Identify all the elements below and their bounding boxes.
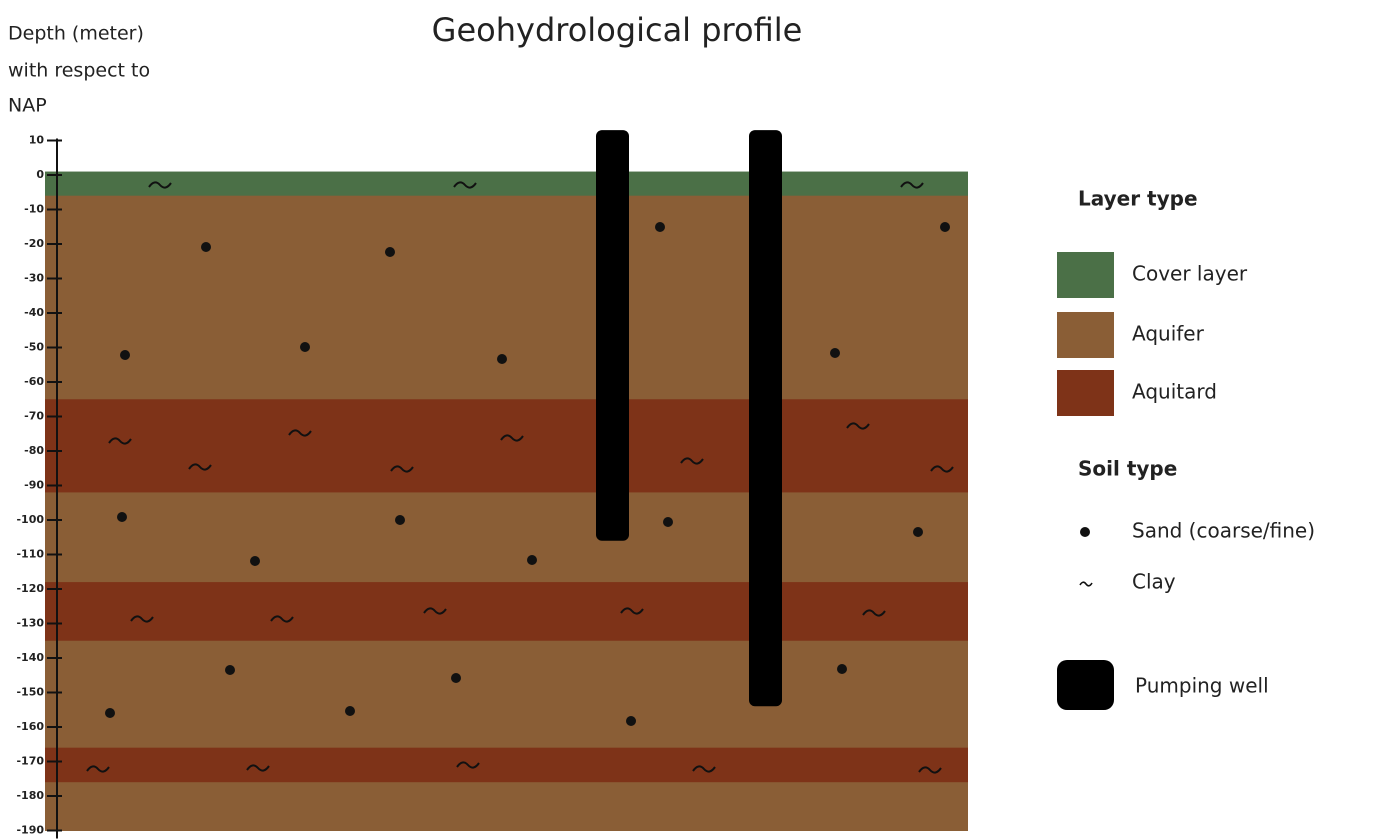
layer	[45, 399, 968, 493]
tick-label: -110	[16, 548, 44, 561]
clay-symbol	[130, 615, 154, 623]
clay-symbol	[86, 765, 110, 773]
clay-symbol	[1079, 581, 1093, 587]
tick-label: -50	[24, 341, 44, 354]
tick-label: -70	[24, 410, 44, 423]
layer	[45, 582, 968, 642]
sand-symbol	[250, 556, 260, 566]
sand-symbol	[385, 247, 395, 257]
sand-symbol	[117, 512, 127, 522]
clay-symbol	[900, 181, 924, 189]
clay-symbol	[246, 764, 270, 772]
clay-symbol	[500, 434, 524, 442]
clay-symbol	[148, 181, 172, 189]
clay-symbol	[390, 465, 414, 473]
clay-symbol	[620, 607, 644, 615]
tick-label: -20	[24, 237, 44, 250]
tick-label: -40	[24, 306, 44, 319]
legend-label: Clay	[1132, 570, 1176, 594]
well-swatch	[1057, 660, 1114, 710]
tick-label: -120	[16, 582, 44, 595]
clay-symbol	[930, 465, 954, 473]
legend-title: Layer type	[1078, 187, 1198, 211]
profile	[45, 130, 968, 831]
sand-symbol	[345, 706, 355, 716]
layer	[45, 171, 968, 197]
clay-symbol	[108, 437, 132, 445]
tick-label: -190	[16, 824, 44, 837]
legend-label: Sand (coarse/fine)	[1132, 519, 1315, 543]
sand-symbol	[527, 555, 537, 565]
layer	[45, 492, 968, 583]
sand-symbol	[663, 517, 673, 527]
sand-symbol	[830, 348, 840, 358]
tick-label: 0	[36, 168, 44, 181]
tick-label: -80	[24, 444, 44, 457]
clay-symbol	[288, 429, 312, 437]
legend-label: Aquifer	[1132, 322, 1205, 346]
sand-symbol	[300, 342, 310, 352]
clay-symbol	[453, 181, 477, 189]
clay-symbol	[456, 761, 480, 769]
sand-symbol	[913, 527, 923, 537]
legend-label: Pumping well	[1135, 674, 1269, 698]
clay-symbol	[862, 609, 886, 617]
tick-label: -150	[16, 686, 44, 699]
tick-label: 10	[29, 134, 45, 147]
pumping-well	[596, 130, 629, 541]
tick-label: -90	[24, 479, 44, 492]
clay-symbol	[692, 765, 716, 773]
tick-label: -130	[16, 617, 44, 630]
tick-label: -100	[16, 513, 44, 526]
tick-label: -10	[24, 203, 44, 216]
sand-symbol	[626, 716, 636, 726]
tick-label: -60	[24, 375, 44, 388]
sand-symbol	[1080, 527, 1090, 537]
sand-symbol	[225, 665, 235, 675]
tick-label: -170	[16, 755, 44, 768]
pumping-well	[749, 130, 782, 707]
sand-symbol	[655, 222, 665, 232]
clay-symbol	[846, 422, 870, 430]
axis-label: Depth (meter)	[8, 23, 144, 45]
layer-swatch	[1057, 252, 1114, 298]
layer-swatch	[1057, 370, 1114, 416]
clay-symbol	[188, 463, 212, 471]
sand-symbol	[120, 350, 130, 360]
legend-label: Aquitard	[1132, 380, 1217, 404]
sand-symbol	[201, 242, 211, 252]
axis-label: NAP	[8, 95, 47, 117]
sand-symbol	[497, 354, 507, 364]
clay-symbol	[423, 607, 447, 615]
sand-symbol	[105, 708, 115, 718]
clay-symbol	[918, 766, 942, 774]
layer-swatch	[1057, 312, 1114, 358]
layer	[45, 640, 968, 749]
layer	[45, 195, 968, 400]
legend-label: Cover layer	[1132, 262, 1248, 286]
sand-symbol	[837, 664, 847, 674]
layer	[45, 747, 968, 783]
layer	[45, 782, 968, 831]
legend-title: Soil type	[1078, 457, 1177, 481]
sand-symbol	[940, 222, 950, 232]
tick-label: -30	[24, 272, 44, 285]
tick-label: -140	[16, 651, 44, 664]
tick-label: -160	[16, 720, 44, 733]
clay-symbol	[680, 457, 704, 465]
sand-symbol	[395, 515, 405, 525]
axis-label: with respect to	[8, 60, 150, 82]
title: Geohydrological profile	[432, 11, 803, 49]
legend: Layer type Soil type Sand (coarse/fine) …	[1057, 187, 1315, 710]
tick-label: -180	[16, 789, 44, 802]
clay-symbol	[270, 615, 294, 623]
sand-symbol	[451, 673, 461, 683]
depth-axis: 10 0 -10 -20 -30 -40 -50 -60 -70 -80 -90 -100 -110 -1…	[16, 134, 62, 839]
